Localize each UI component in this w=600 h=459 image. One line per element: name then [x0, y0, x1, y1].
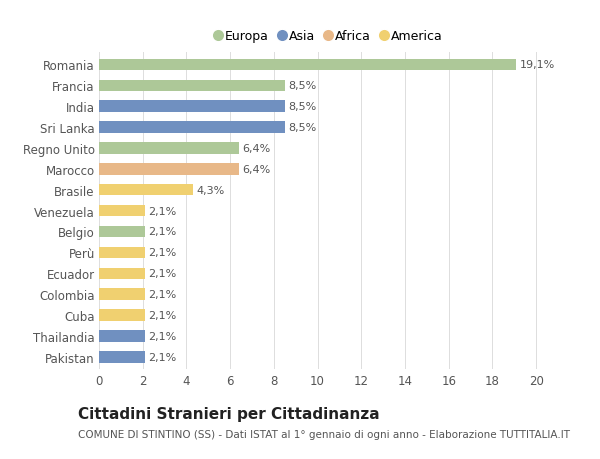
Bar: [99, 309, 145, 321]
Text: 2,1%: 2,1%: [148, 269, 176, 279]
Bar: [99, 80, 285, 92]
Text: 2,1%: 2,1%: [148, 290, 176, 299]
Text: 2,1%: 2,1%: [148, 310, 176, 320]
Text: 2,1%: 2,1%: [148, 331, 176, 341]
Text: 4,3%: 4,3%: [196, 185, 224, 195]
Bar: [99, 122, 285, 134]
Text: 6,4%: 6,4%: [242, 144, 271, 154]
Bar: [99, 101, 285, 113]
Text: 8,5%: 8,5%: [288, 102, 316, 112]
Text: 2,1%: 2,1%: [148, 352, 176, 362]
Bar: [99, 289, 145, 300]
Bar: [99, 268, 145, 280]
Bar: [99, 185, 193, 196]
Bar: [99, 330, 145, 342]
Text: 19,1%: 19,1%: [520, 60, 555, 70]
Text: 2,1%: 2,1%: [148, 206, 176, 216]
Legend: Europa, Asia, Africa, America: Europa, Asia, Africa, America: [212, 28, 445, 45]
Text: 2,1%: 2,1%: [148, 227, 176, 237]
Bar: [99, 60, 517, 71]
Text: 8,5%: 8,5%: [288, 123, 316, 133]
Bar: [99, 206, 145, 217]
Text: 2,1%: 2,1%: [148, 248, 176, 258]
Bar: [99, 164, 239, 175]
Text: Cittadini Stranieri per Cittadinanza: Cittadini Stranieri per Cittadinanza: [78, 406, 380, 421]
Bar: [99, 247, 145, 258]
Text: COMUNE DI STINTINO (SS) - Dati ISTAT al 1° gennaio di ogni anno - Elaborazione T: COMUNE DI STINTINO (SS) - Dati ISTAT al …: [78, 429, 570, 439]
Text: 8,5%: 8,5%: [288, 81, 316, 91]
Bar: [99, 143, 239, 154]
Bar: [99, 226, 145, 238]
Text: 6,4%: 6,4%: [242, 164, 271, 174]
Bar: [99, 351, 145, 363]
